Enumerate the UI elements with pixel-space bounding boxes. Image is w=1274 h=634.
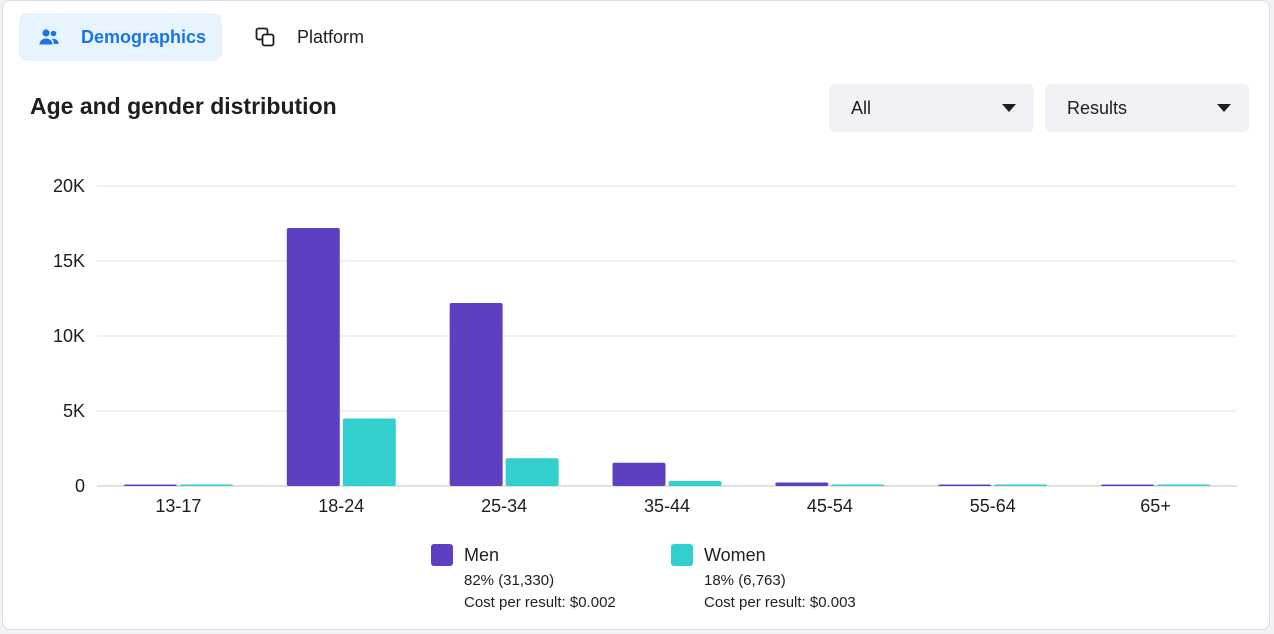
gender-select-value: All	[851, 97, 872, 118]
bar-men-25-34[interactable]	[449, 303, 503, 486]
bar-men-13-17[interactable]	[123, 484, 177, 487]
x-tick-label: 55-64	[970, 496, 1016, 516]
y-tick-label: 10K	[53, 326, 85, 346]
caret-down-icon	[1002, 104, 1016, 112]
metric-select[interactable]: Results	[1045, 84, 1249, 132]
section-title: Age and gender distribution	[30, 93, 337, 119]
x-tick-label: 13-17	[155, 496, 201, 516]
legend-swatch-men	[431, 544, 453, 566]
tab-label: Platform	[297, 26, 365, 47]
tab-demographics[interactable]: Demographics	[19, 13, 222, 61]
bar-men-55-64[interactable]	[938, 484, 992, 487]
x-tick-label: 35-44	[644, 496, 690, 516]
metric-select-value: Results	[1067, 97, 1128, 118]
bar-women-45-54[interactable]	[831, 484, 885, 487]
x-tick-label: 25-34	[481, 496, 527, 516]
age-gender-bar-chart: 0 5K 10K 15K 20K 13-17 18-24 25-34 35-44 45-54 55-…	[53, 176, 1237, 516]
bar-women-25-34[interactable]	[505, 458, 559, 486]
bar-women-65+[interactable]	[1157, 484, 1211, 487]
bar-women-18-24[interactable]	[342, 418, 396, 487]
legend-share: 18% (6,763)	[704, 572, 786, 589]
bar-women-13-17[interactable]	[179, 484, 233, 487]
overlapping-squares-icon	[253, 25, 277, 49]
bar-men-45-54[interactable]	[775, 482, 829, 486]
x-tick-label: 65+	[1140, 496, 1171, 516]
legend-cost: Cost per result: $0.003	[704, 594, 856, 611]
bar-men-18-24[interactable]	[286, 228, 340, 486]
people-icon	[37, 25, 61, 49]
legend-share: 82% (31,330)	[464, 572, 555, 589]
y-tick-label: 20K	[53, 176, 85, 196]
bar-women-55-64[interactable]	[994, 484, 1048, 487]
legend-cost: Cost per result: $0.002	[464, 594, 616, 611]
legend-name: Men	[464, 545, 500, 565]
y-tick-label: 0	[75, 476, 85, 496]
tab-platform[interactable]: Platform	[235, 13, 395, 61]
legend-name: Women	[704, 545, 766, 565]
legend-swatch-women	[671, 544, 693, 566]
x-tick-label: 18-24	[318, 496, 364, 516]
tab-label: Demographics	[81, 26, 207, 47]
bar-men-35-44[interactable]	[612, 462, 666, 486]
y-tick-label: 15K	[53, 251, 85, 271]
y-tick-label: 5K	[63, 401, 85, 421]
bar-women-35-44[interactable]	[668, 481, 722, 486]
x-tick-label: 45-54	[807, 496, 853, 516]
caret-down-icon	[1217, 104, 1231, 112]
gender-select[interactable]: All	[829, 84, 1034, 132]
bar-men-65+[interactable]	[1101, 484, 1155, 487]
